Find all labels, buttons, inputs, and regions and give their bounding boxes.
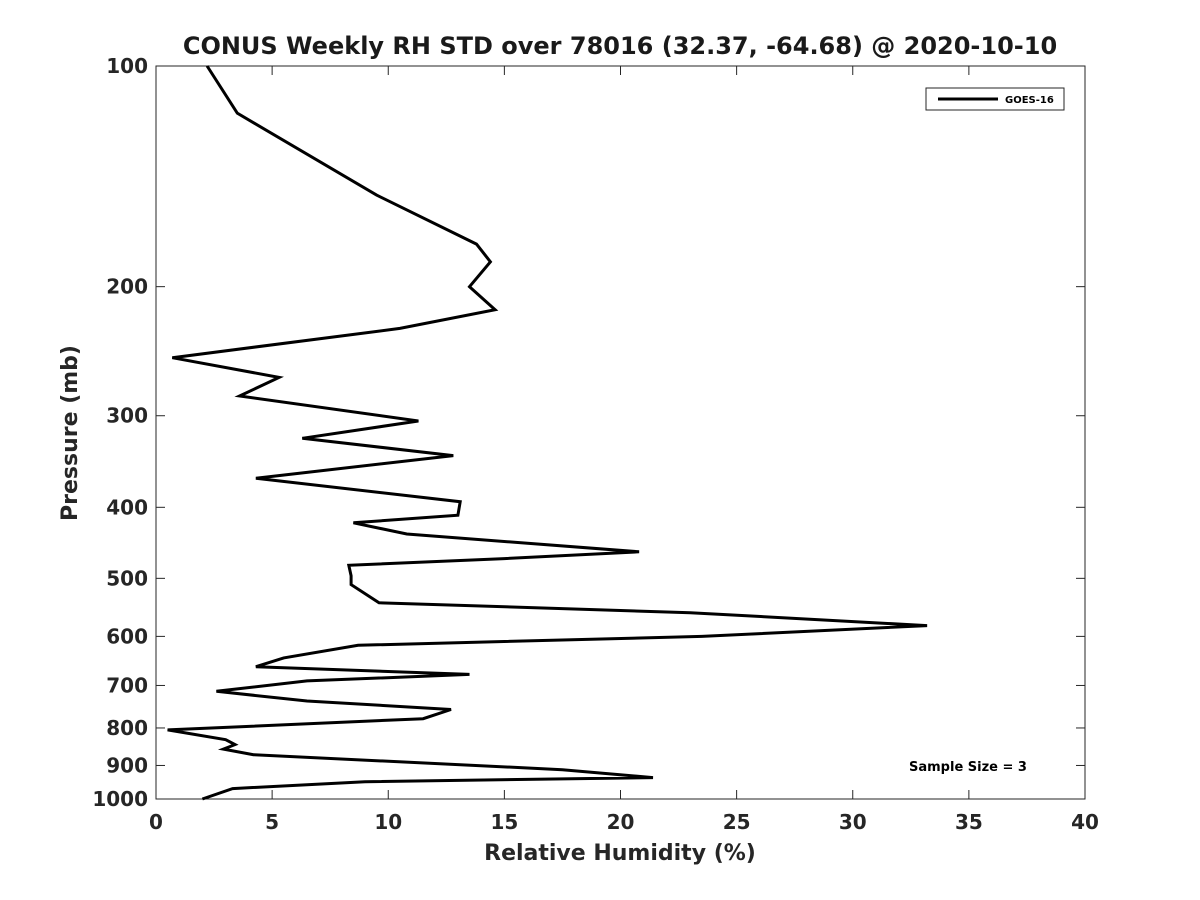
x-tick-label: 25 bbox=[723, 810, 751, 834]
y-tick-label: 100 bbox=[106, 54, 148, 78]
y-tick-label: 300 bbox=[106, 404, 148, 428]
series-layer bbox=[167, 65, 928, 801]
y-tick-label: 900 bbox=[106, 753, 148, 777]
x-tick-label: 10 bbox=[374, 810, 402, 834]
series-line-goes-16 bbox=[167, 65, 928, 801]
y-tick-label: 700 bbox=[106, 673, 148, 697]
x-tick-label: 0 bbox=[149, 810, 163, 834]
x-tick-label: 20 bbox=[607, 810, 635, 834]
y-tick-label: 400 bbox=[106, 495, 148, 519]
x-tick-label: 5 bbox=[265, 810, 279, 834]
x-tick-label: 40 bbox=[1071, 810, 1099, 834]
x-axis: 0 5 10 15 20 25 30 35 40 bbox=[149, 66, 1099, 834]
x-axis-label: Relative Humidity (%) bbox=[484, 841, 756, 866]
y-tick-label: 800 bbox=[106, 716, 148, 740]
x-tick-label: 15 bbox=[490, 810, 518, 834]
y-tick-label: 1000 bbox=[92, 787, 148, 811]
y-tick-label: 600 bbox=[106, 624, 148, 648]
y-tick-label: 200 bbox=[106, 275, 148, 299]
chart-title: CONUS Weekly RH STD over 78016 (32.37, -… bbox=[183, 32, 1057, 60]
sample-size-annotation: Sample Size = 3 bbox=[909, 760, 1027, 775]
plot-area: 0 5 10 15 20 25 30 35 40 100 200 300 400 500 600 700 80… bbox=[92, 54, 1099, 834]
legend: GOES-16 bbox=[925, 87, 1065, 111]
legend-label-goes-16: GOES-16 bbox=[1005, 95, 1054, 106]
x-tick-label: 30 bbox=[839, 810, 867, 834]
y-axis-label: Pressure (mb) bbox=[58, 345, 83, 521]
y-axis: 100 200 300 400 500 600 700 800 900 1000 bbox=[92, 54, 1085, 811]
y-tick-label: 500 bbox=[106, 566, 148, 590]
x-tick-label: 35 bbox=[955, 810, 983, 834]
